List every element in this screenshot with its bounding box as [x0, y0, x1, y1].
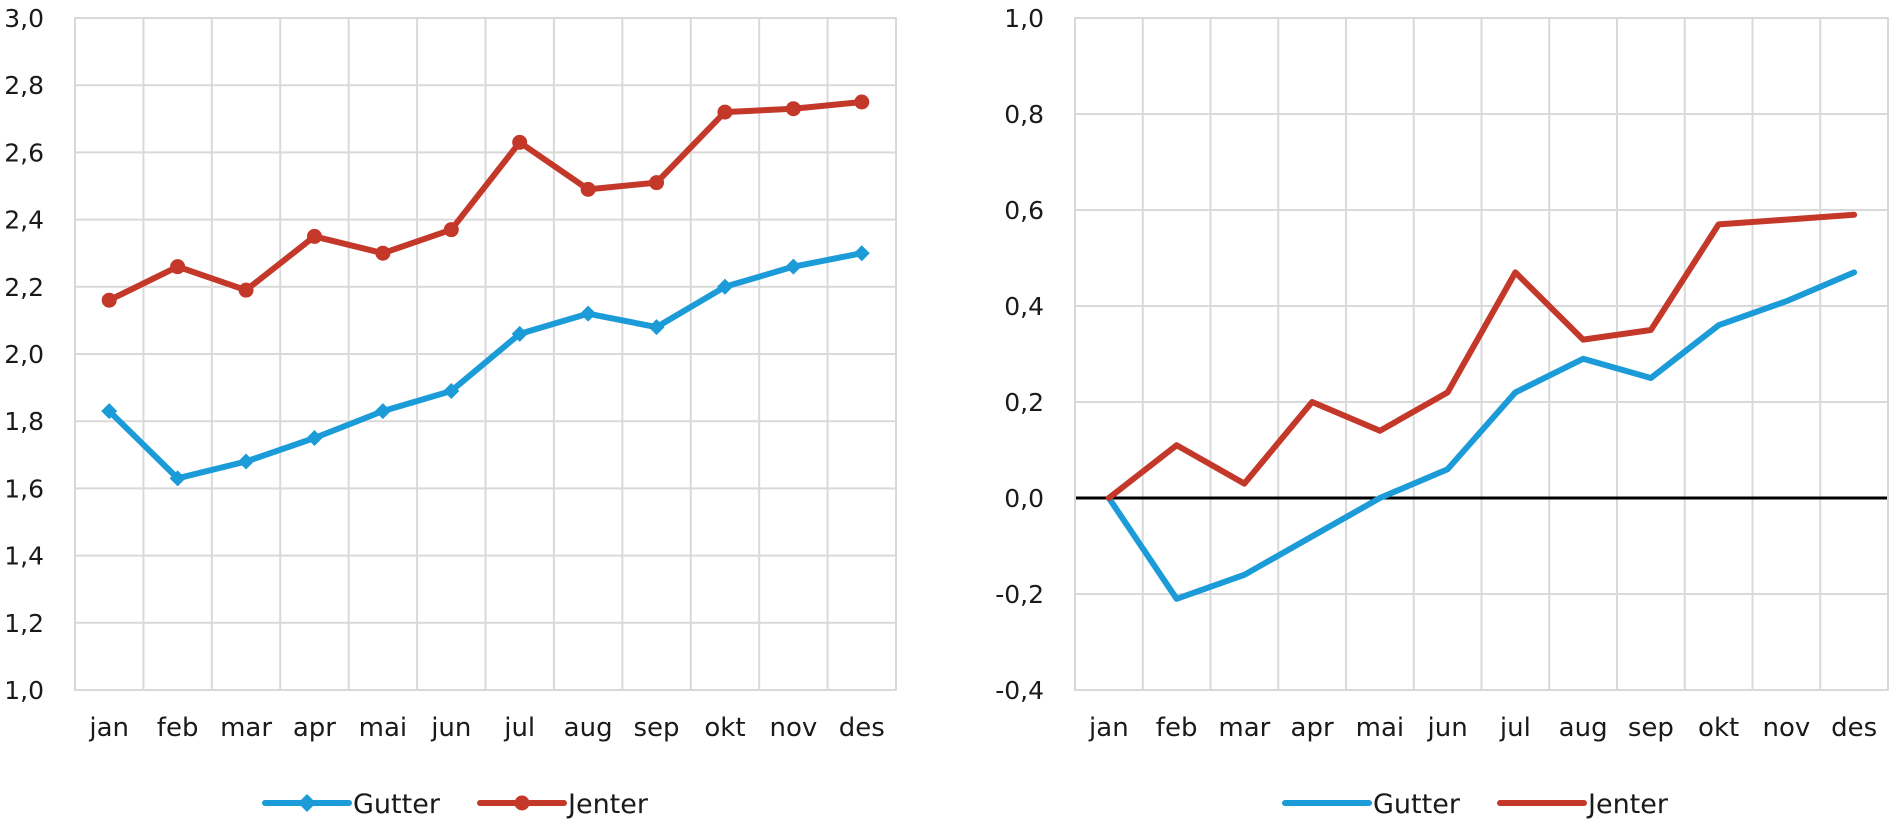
x-tick-label: des: [1831, 713, 1877, 743]
x-tick-label: okt: [1698, 713, 1739, 743]
y-tick-label: 2,4: [4, 206, 44, 235]
data-point-jenter: [443, 222, 459, 238]
y-tick-label: 0,2: [1004, 388, 1044, 417]
y-tick-label: 1,4: [4, 542, 44, 571]
y-tick-label: 1,8: [4, 407, 44, 436]
series-line-gutter: [106, 250, 865, 482]
data-point-gutter: [101, 403, 118, 420]
x-tick-label: okt: [704, 713, 745, 743]
data-point-gutter: [169, 470, 186, 487]
data-point-gutter: [785, 258, 802, 275]
series-line-gutter: [1105, 269, 1858, 602]
x-tick-label: sep: [1628, 713, 1674, 743]
data-point-gutter: [374, 403, 391, 420]
data-point-jenter: [512, 134, 528, 150]
y-tick-label: 2,8: [4, 71, 44, 100]
y-tick-label: 0,4: [1004, 292, 1044, 321]
data-point-jenter: [785, 101, 801, 117]
data-point-jenter: [854, 94, 870, 110]
y-tick-label: 1,0: [4, 676, 44, 705]
y-tick-label: 1,6: [4, 474, 44, 503]
x-tick-label: apr: [293, 713, 336, 743]
data-point-gutter: [648, 319, 665, 336]
data-point-jenter: [170, 259, 186, 275]
x-tick-label: nov: [1762, 713, 1810, 743]
legend-label-gutter: Gutter: [353, 789, 441, 819]
legend-marker: [298, 794, 316, 812]
y-tick-label: 1,2: [4, 609, 44, 638]
legend-label-jenter: Jenter: [566, 789, 649, 819]
plot-area-border: [1074, 17, 1889, 691]
x-tick-label: mar: [220, 713, 272, 743]
x-tick-label: jun: [430, 713, 471, 743]
chart-2: -0,4 -0,2 0,0 0,2 0,4 0,6 0,8 1,0 jan feb mar apr ma…: [995, 4, 1889, 819]
x-tick-label: jul: [503, 713, 535, 743]
legend-label-gutter: Gutter: [1373, 789, 1461, 819]
data-point-gutter: [511, 325, 528, 342]
series-line-jenter: [1105, 211, 1858, 501]
data-point-gutter: [853, 245, 870, 262]
data-point-jenter: [306, 228, 322, 244]
y-tick-label: 2,6: [4, 138, 44, 167]
data-point-gutter: [443, 382, 460, 399]
x-tick-label: feb: [157, 713, 199, 743]
data-point-jenter: [717, 104, 733, 120]
data-point-gutter: [716, 278, 733, 295]
series-line-jenter: [106, 99, 865, 304]
y-tick-label: 0,8: [1004, 100, 1044, 129]
x-tick-label: aug: [1559, 713, 1608, 743]
x-tick-label: des: [839, 713, 885, 743]
x-tick-label: mai: [359, 713, 407, 743]
x-tick-label: mar: [1218, 713, 1270, 743]
data-point-gutter: [306, 430, 323, 446]
x-tick-label: mai: [1356, 713, 1404, 743]
x-tick-label: jul: [1499, 713, 1531, 743]
plot-area-border: [74, 17, 897, 691]
x-tick-label: apr: [1291, 713, 1334, 743]
y-tick-label: 0,0: [1004, 484, 1044, 513]
legend-label-jenter: Jenter: [1586, 789, 1669, 819]
y-tick-label: 1,0: [1004, 4, 1044, 33]
x-tick-label: aug: [564, 713, 613, 743]
data-point-jenter: [101, 292, 117, 308]
x-tick-label: sep: [634, 713, 680, 743]
y-tick-label: 0,6: [1004, 196, 1044, 225]
y-tick-label: -0,4: [995, 676, 1044, 705]
x-tick-label: jun: [1427, 713, 1468, 743]
x-tick-label: feb: [1156, 713, 1198, 743]
y-tick-label: 3,0: [4, 4, 44, 33]
data-point-gutter: [580, 305, 597, 322]
data-point-jenter: [649, 175, 665, 191]
data-point-jenter: [580, 181, 596, 197]
y-tick-label: 2,0: [4, 340, 44, 369]
legend-marker: [514, 795, 530, 811]
y-tick-label: -0,2: [995, 580, 1044, 609]
data-point-gutter: [238, 453, 255, 470]
x-tick-label: nov: [769, 713, 817, 743]
x-tick-label: jan: [88, 713, 129, 743]
y-tick-label: 2,2: [4, 273, 44, 302]
data-point-jenter: [238, 282, 254, 298]
x-tick-label: jan: [1088, 713, 1129, 743]
data-point-jenter: [375, 245, 391, 261]
